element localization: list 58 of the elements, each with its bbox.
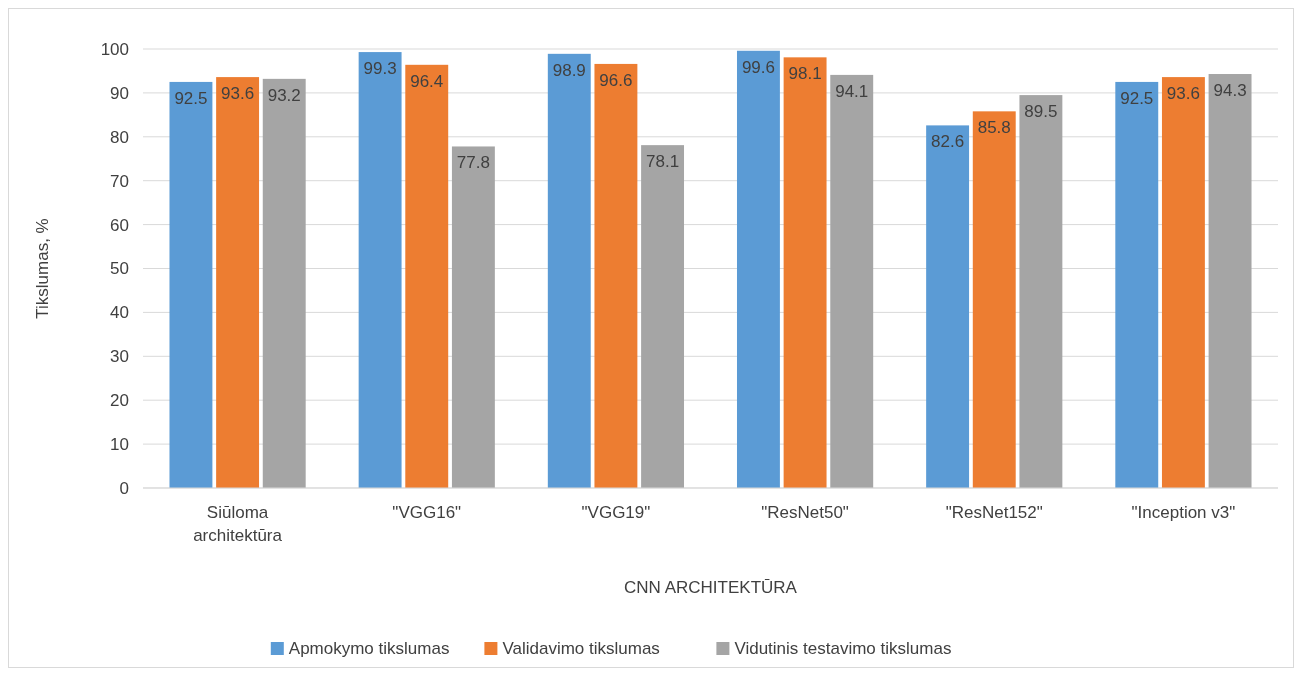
data-label: 92.5 xyxy=(174,88,208,108)
y-tick-label: 100 xyxy=(100,39,129,59)
y-tick-label: 10 xyxy=(110,435,129,455)
bar xyxy=(783,57,827,488)
x-axis-title: CNN ARCHITEKTŪRA xyxy=(624,578,798,597)
bar xyxy=(451,146,495,488)
bar xyxy=(405,64,449,488)
bar xyxy=(358,52,402,488)
x-tick-label: Siūloma architektūra xyxy=(193,503,283,545)
data-label: 85.8 xyxy=(977,118,1011,138)
legend-label: Validavimo tikslumas xyxy=(502,639,660,658)
data-label: 93.6 xyxy=(1166,84,1200,104)
bar xyxy=(926,125,970,488)
y-tick-label: 40 xyxy=(110,303,129,323)
legend-label: Apmokymo tikslumas xyxy=(288,639,450,658)
data-label: 98.1 xyxy=(788,64,822,84)
data-label: 94.1 xyxy=(835,81,869,101)
data-label: 99.6 xyxy=(741,57,775,77)
bar xyxy=(736,50,780,488)
bar xyxy=(641,145,685,488)
bar xyxy=(1115,81,1159,488)
bar xyxy=(594,63,638,488)
bar xyxy=(1208,74,1252,488)
data-label: 82.6 xyxy=(931,132,965,152)
data-label: 94.3 xyxy=(1213,81,1247,101)
data-label: 93.2 xyxy=(267,85,301,105)
bar xyxy=(830,74,874,488)
y-tick-label: 50 xyxy=(110,259,129,279)
data-label: 96.6 xyxy=(599,70,633,90)
bar xyxy=(1161,77,1205,488)
bar xyxy=(972,111,1016,488)
y-tick-label: 80 xyxy=(110,127,129,147)
x-tick-label: "VGG19" xyxy=(581,503,651,522)
data-label: 89.5 xyxy=(1024,102,1058,122)
data-label: 92.5 xyxy=(1120,88,1154,108)
x-tick-label: "VGG16" xyxy=(392,503,462,522)
legend-label: Vidutinis testavimo tikslumas xyxy=(734,639,952,658)
y-tick-label: 70 xyxy=(110,171,129,191)
x-tick-label: "ResNet50" xyxy=(761,503,849,522)
bar xyxy=(1019,95,1063,488)
x-tick-label: "Inception v3" xyxy=(1131,503,1236,522)
y-tick-label: 60 xyxy=(110,215,129,235)
y-tick-label: 0 xyxy=(119,478,129,498)
data-label: 93.6 xyxy=(221,84,255,104)
data-label: 98.9 xyxy=(552,60,586,80)
y-tick-label: 30 xyxy=(110,347,129,367)
data-label: 78.1 xyxy=(646,152,680,172)
y-axis-title: Tikslumas, % xyxy=(33,218,52,319)
data-label: 96.4 xyxy=(410,71,444,91)
x-tick-label: "ResNet152" xyxy=(945,503,1043,522)
data-label: 99.3 xyxy=(363,59,397,79)
bar xyxy=(547,53,591,488)
bar xyxy=(262,78,306,488)
bar xyxy=(216,77,260,488)
y-tick-label: 90 xyxy=(110,83,129,103)
y-tick-label: 20 xyxy=(110,391,129,411)
bar xyxy=(169,81,213,488)
data-label: 77.8 xyxy=(456,153,490,173)
